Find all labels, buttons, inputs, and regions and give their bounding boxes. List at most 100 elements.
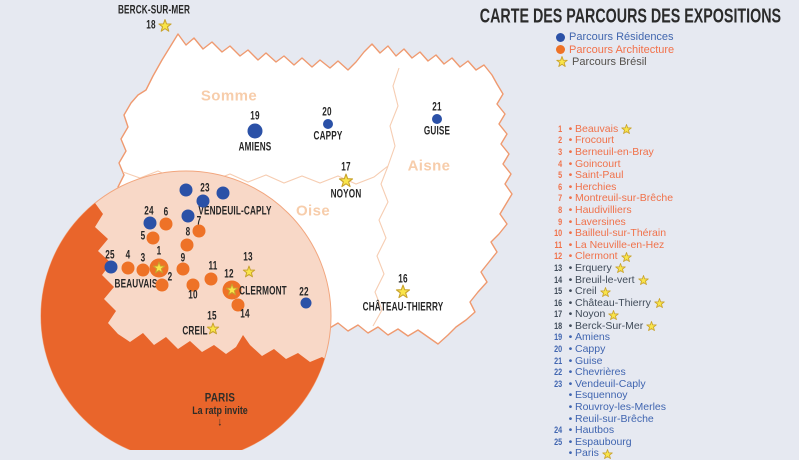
vendeuil-caply-a-number-label: 23 — [200, 181, 210, 195]
orange-dot-icon — [556, 45, 565, 55]
list-item: 12 • Clermont — [552, 250, 673, 263]
list-item-name: Amiens — [575, 331, 611, 344]
clermont-number-label: 12 — [224, 267, 234, 281]
creil-name-label: CREIL — [182, 324, 208, 338]
list-item-number: 7 — [558, 193, 563, 204]
list-item-name: Noyon — [575, 308, 606, 321]
list-item-number: 18 — [554, 320, 563, 332]
picardie-map — [40, 33, 513, 450]
list-item-number: 13 — [554, 262, 563, 274]
list-item-bullet: • — [568, 319, 573, 332]
list-item-name: Goincourt — [575, 157, 621, 170]
berck-sur-mer-name-label: BERCK-SUR-MER — [117, 3, 191, 17]
star-icon — [599, 286, 611, 298]
guise-number-label: 21 — [432, 100, 442, 114]
legend-row: Parcours Brésil — [556, 56, 674, 69]
legend-row: Parcours Architecture — [556, 44, 674, 57]
list-item-bullet: • — [568, 331, 573, 344]
list-item-name: Frocourt — [575, 134, 615, 147]
blue-dot-icon — [556, 32, 565, 42]
list-item-number: 14 — [554, 274, 563, 285]
berneuil-en-bray-dot — [136, 263, 150, 277]
chateau-thierry-name-label: CHÂTEAU-THIERRY — [362, 300, 444, 314]
list-item-name: Vendeuil-Caply — [575, 377, 646, 390]
list-item-number: 25 — [554, 436, 563, 448]
bailleul-sur-therain-number-label: 10 — [188, 288, 198, 302]
list-item-name: Beauvais — [575, 122, 619, 135]
star-icon — [621, 124, 632, 135]
list-item: 3 • Berneuil-en-Bray — [552, 146, 673, 158]
list-item: 11 • La Neuville-en-Hez — [552, 239, 673, 251]
exposition-map-page: { "title": "CARTE DES PARCOURS DES EXPOS… — [40, 3, 782, 460]
herchies-dot — [159, 217, 173, 231]
list-item-name: Breuil-le-vert — [575, 273, 635, 286]
breuil-le-vert-dot — [231, 298, 245, 312]
list-item-bullet: • — [568, 343, 573, 356]
noyon-name-label: NOYON — [330, 187, 362, 201]
list-item-name: Erquery — [575, 261, 612, 274]
cappy-dot — [323, 119, 333, 129]
erquery-star-icon — [242, 265, 256, 279]
cappy-name-label: CAPPY — [313, 129, 343, 143]
dept-border-oise-aisne — [372, 165, 389, 327]
list-item-number: 2 — [558, 135, 563, 146]
la-neuville-en-hez-dot — [204, 272, 218, 286]
list-item: 5 • Saint-Paul — [552, 169, 673, 181]
laversines-dot — [176, 262, 190, 276]
legend-label: Parcours Brésil — [572, 56, 647, 69]
la-neuville-en-hez-number-label: 11 — [208, 259, 218, 273]
chateau-thierry-number-label: 16 — [398, 272, 408, 286]
list-item-name: Chevrières — [575, 366, 626, 379]
list-item-bullet: • — [568, 401, 573, 414]
vendeuil-caply-b-dot — [216, 186, 230, 200]
page-title: CARTE DES PARCOURS DES EXPOSITIONS — [479, 5, 782, 28]
list-item-number: 20 — [554, 343, 563, 355]
list-item-name: Herchies — [575, 180, 617, 193]
breuil-le-vert-number-label: 14 — [240, 307, 250, 321]
laversines-number-label: 9 — [180, 251, 186, 265]
list-item-number: 22 — [554, 367, 563, 378]
list-item: 24 • Hautbos — [552, 424, 673, 436]
list-item-bullet: • — [568, 447, 573, 460]
hautbos-number-label: 24 — [144, 204, 154, 218]
list-item-bullet: • — [568, 261, 573, 274]
goincourt-number-label: 4 — [125, 248, 131, 262]
list-item-name: Espaubourg — [575, 435, 632, 448]
list-item-bullet: • — [568, 215, 573, 228]
list-item: • Esquennoy — [552, 389, 673, 402]
list-item-bullet: • — [568, 296, 573, 309]
star-icon — [620, 251, 632, 263]
list-item-bullet: • — [568, 145, 573, 158]
frocourt-number-label: 2 — [167, 270, 173, 284]
list-item: 8 • Haudivilliers — [552, 204, 673, 216]
list-item-number: 23 — [554, 378, 563, 390]
noyon-star-icon — [338, 173, 354, 189]
list-item-name: Hautbos — [575, 424, 615, 437]
goincourt-dot — [121, 261, 135, 275]
list-item: 19 • Amiens — [552, 331, 673, 344]
list-item-bullet: • — [568, 134, 573, 147]
legend-row: Parcours Résidences — [556, 31, 674, 44]
star-icon — [556, 56, 568, 68]
list-item-name: Esquennoy — [575, 389, 628, 402]
list-item: 14 • Breuil-le-vert — [552, 274, 673, 286]
hautbos-dot — [143, 216, 157, 230]
list-item: 13 • Erquery — [552, 262, 673, 274]
herchies-number-label: 6 — [163, 205, 169, 219]
list-item-bullet: • — [568, 366, 573, 379]
list-item-name: La Neuville-en-Hez — [575, 238, 665, 251]
list-item: 18 • Berck-Sur-Mer — [552, 320, 673, 332]
star-icon — [654, 298, 665, 309]
list-item: 23 • Vendeuil-Caply — [552, 378, 673, 390]
list-item-bullet: • — [568, 180, 573, 193]
list-item: 22 • Chevrières — [552, 366, 673, 378]
chevrieres-dot — [300, 297, 312, 309]
list-item-bullet: • — [568, 389, 573, 402]
list-item-name: Saint-Paul — [575, 169, 624, 182]
list-item-number: 8 — [558, 204, 563, 216]
beauvais-star-icon — [152, 261, 166, 275]
list-item-name: Guise — [575, 354, 603, 367]
haudivilliers-dot — [180, 238, 194, 252]
list-item-name: Laversines — [575, 215, 626, 228]
list-item: 1 • Beauvais — [552, 123, 673, 135]
